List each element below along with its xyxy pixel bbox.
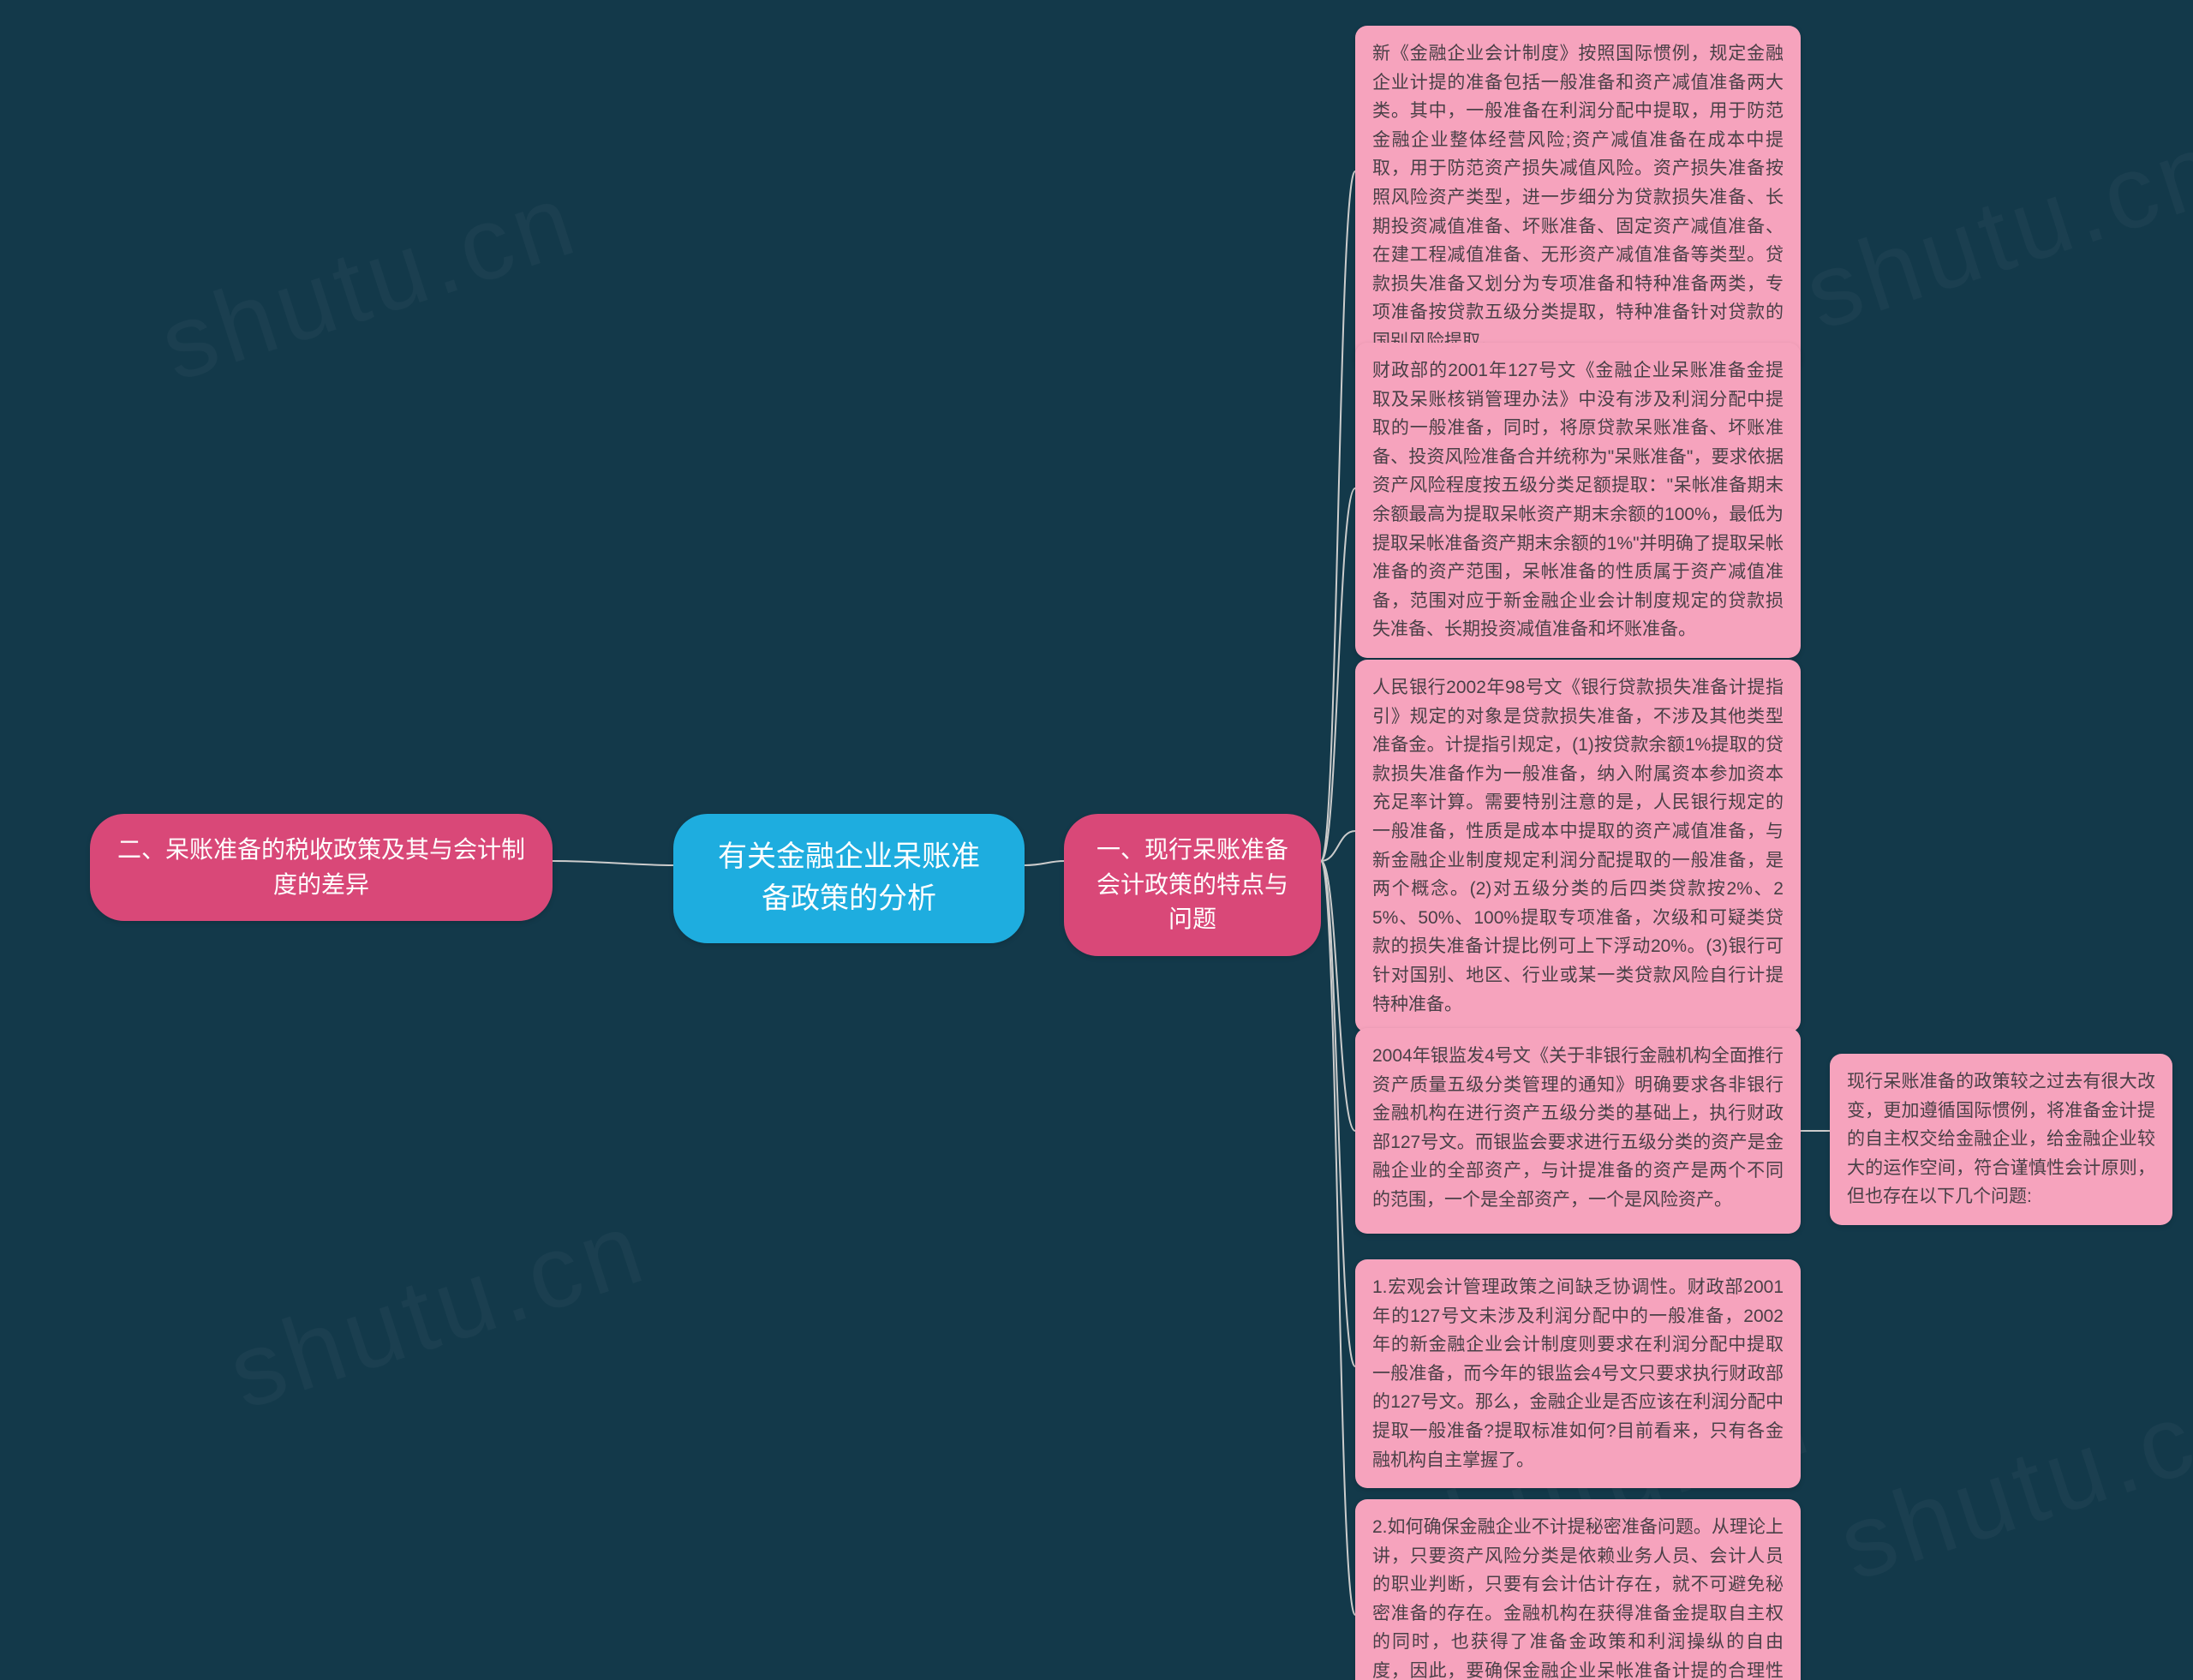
watermark: shutu.cn bbox=[215, 1187, 660, 1432]
detail-node-2[interactable]: 财政部的2001年127号文《金融企业呆账准备金提取及呆账核销管理办法》中没有涉… bbox=[1355, 343, 1801, 658]
detail-node-3[interactable]: 人民银行2002年98号文《银行贷款损失准备计提指引》规定的对象是贷款损失准备，… bbox=[1355, 660, 1801, 1032]
watermark: shutu.cn bbox=[1826, 1359, 2193, 1604]
detail-node-1[interactable]: 新《金融企业会计制度》按照国际惯例，规定金融企业计提的准备包括一般准备和资产减值… bbox=[1355, 26, 1801, 370]
branch-left[interactable]: 二、呆账准备的税收政策及其与会计制度的差异 bbox=[90, 814, 553, 921]
mindmap-stage: shutu.cn shutu.cn shutu.cn shutu.cn shut… bbox=[0, 0, 2193, 1680]
root-node[interactable]: 有关金融企业呆账准备政策的分析 bbox=[673, 814, 1025, 943]
watermark: shutu.cn bbox=[146, 159, 592, 404]
watermark: shutu.cn bbox=[1791, 108, 2193, 353]
branch-right[interactable]: 一、现行呆账准备会计政策的特点与问题 bbox=[1064, 814, 1321, 956]
detail-node-5[interactable]: 1.宏观会计管理政策之间缺乏协调性。财政部2001年的127号文未涉及利润分配中… bbox=[1355, 1259, 1801, 1488]
detail-node-4[interactable]: 2004年银监发4号文《关于非银行金融机构全面推行资产质量五级分类管理的通知》明… bbox=[1355, 1028, 1801, 1234]
detail-node-4a[interactable]: 现行呆账准备的政策较之过去有很大改变，更加遵循国际惯例，将准备金计提的自主权交给… bbox=[1830, 1054, 2172, 1225]
detail-node-6[interactable]: 2.如何确保金融企业不计提秘密准备问题。从理论上讲，只要资产风险分类是依赖业务人… bbox=[1355, 1499, 1801, 1680]
